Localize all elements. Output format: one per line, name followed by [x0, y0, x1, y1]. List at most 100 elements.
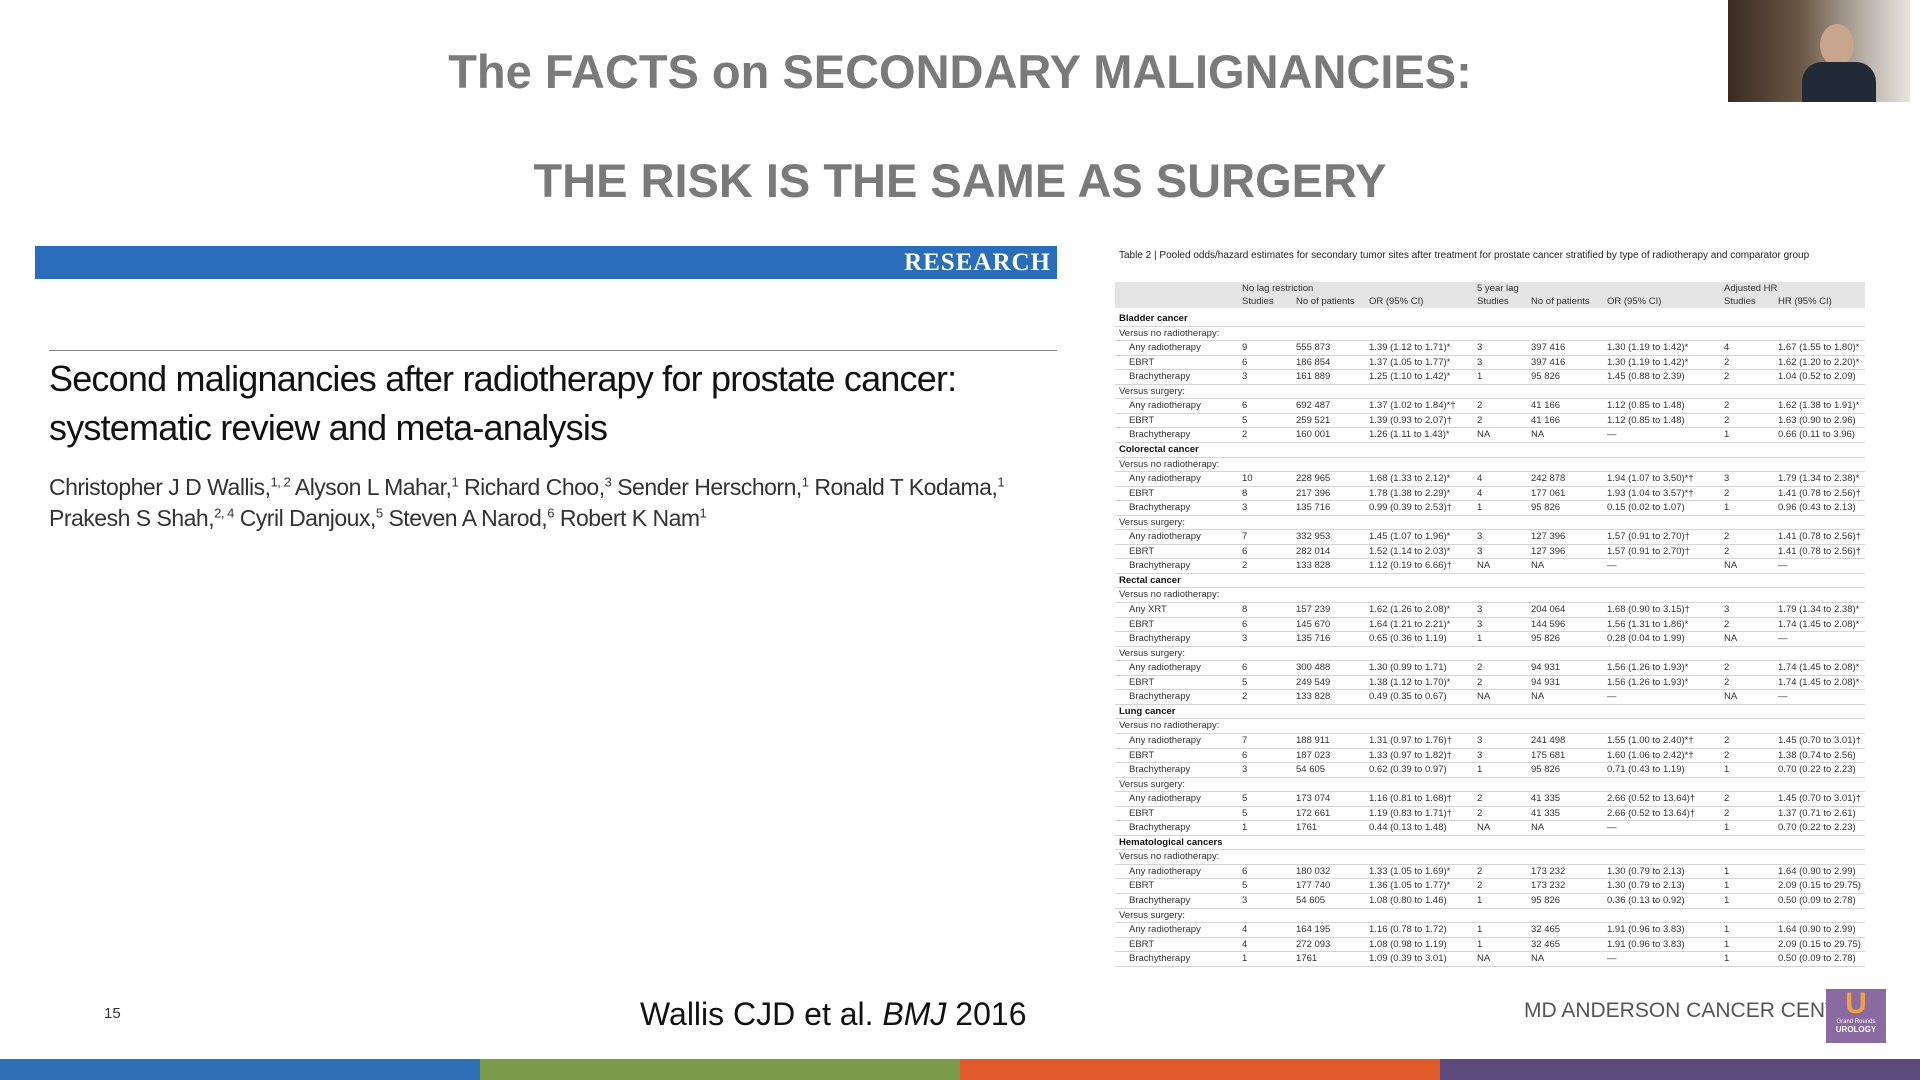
table-cell: 3	[1477, 604, 1483, 615]
table-cell: 397 416	[1531, 356, 1566, 368]
table-cell: 1.41 (0.78 to 2.56)†	[1778, 545, 1861, 557]
table-cell: 41 335	[1531, 793, 1561, 805]
table-cell: 3	[1242, 895, 1248, 906]
row-separator	[1115, 674, 1865, 676]
author-affiliation: 1	[699, 505, 707, 521]
table-cell: 1.30 (0.79 to 2.13)	[1607, 865, 1685, 877]
author-name: Alyson L Mahar,	[294, 474, 452, 500]
table-cell: 41 166	[1531, 400, 1561, 412]
row-separator	[1115, 893, 1865, 894]
table-cell: 5	[1242, 676, 1248, 688]
table-cell: 2.09 (0.15 to 29.75)	[1778, 938, 1861, 950]
section-name: Lung cancer	[1119, 705, 1176, 717]
row-separator	[1115, 805, 1865, 807]
row-separator	[1115, 951, 1865, 953]
row-label: Any radiotherapy	[1129, 793, 1201, 805]
section-name: Colorectal cancer	[1119, 443, 1199, 455]
row-label: Any XRT	[1129, 604, 1167, 615]
table-cell: 160 001	[1296, 429, 1331, 441]
table-cell: 1.12 (0.85 to 1.48)	[1607, 414, 1685, 426]
row-separator	[1115, 572, 1865, 574]
table-cell: 1.25 (1.10 to 1.42)*	[1369, 371, 1451, 383]
table-cell: 1.64 (0.90 to 2.99)	[1778, 924, 1856, 936]
row-label: Brachytherapy	[1129, 560, 1191, 572]
author-name: Richard Choo,	[464, 474, 605, 500]
row-separator	[1115, 543, 1865, 545]
table-cell: 1.37 (1.02 to 1.84)*†	[1369, 400, 1456, 412]
table-cell: 127 396	[1531, 545, 1566, 557]
table-cell: 0.65 (0.36 to 1.19)	[1369, 633, 1447, 645]
table-cell: 4	[1477, 473, 1483, 485]
table-cell: 173 074	[1296, 793, 1331, 805]
article-title: systematic review and meta-analysis	[49, 407, 608, 448]
author-line: Prakesh S Shah,2, 4 Cyril Danjoux,5 Stev…	[49, 505, 707, 532]
table-cell: 1.68 (0.90 to 3.15)†	[1607, 604, 1690, 615]
row-label: Any radiotherapy	[1129, 924, 1201, 936]
table-cell: 172 661	[1296, 807, 1331, 819]
row-separator	[1115, 485, 1865, 487]
table-cell: 1.68 (1.33 to 2.12)*	[1369, 473, 1451, 485]
table-cell: 0.15 (0.02 to 1.07)	[1607, 502, 1685, 514]
group-name: Versus no radiotherapy:	[1119, 327, 1220, 339]
row-separator	[1115, 412, 1865, 414]
row-separator	[1115, 456, 1865, 458]
table-cell: 397 416	[1531, 342, 1566, 354]
table-cell: 1.39 (1.12 to 1.71)*	[1369, 342, 1451, 354]
table-cell: 2	[1724, 356, 1730, 368]
table-cell: NA	[1477, 953, 1491, 965]
table-cell: 1.79 (1.34 to 2.38)*	[1778, 604, 1860, 615]
table-cell: 1.45 (0.70 to 3.01)†	[1778, 793, 1861, 805]
header-background	[1115, 282, 1865, 308]
row-label: Brachytherapy	[1129, 822, 1191, 834]
table-cell: 1.79 (1.34 to 2.38)*	[1778, 473, 1860, 485]
table-cell: NA	[1531, 953, 1545, 965]
color-bar	[0, 1059, 480, 1080]
table-cell: 9	[1242, 342, 1248, 354]
table-cell: 0.62 (0.39 to 0.97)	[1369, 764, 1447, 776]
table-cell: 1.37 (1.05 to 1.77)*	[1369, 356, 1451, 368]
row-separator	[1115, 529, 1865, 531]
table-cell: 242 878	[1531, 473, 1566, 485]
table-cell: 4	[1477, 487, 1483, 499]
table-cell: —	[1607, 953, 1617, 965]
row-separator	[1115, 689, 1865, 691]
row-label: Brachytherapy	[1129, 429, 1191, 441]
column-header: Studies	[1724, 296, 1756, 307]
table-cell: 1.56 (1.26 to 1.93)*	[1607, 676, 1689, 688]
row-separator	[1115, 441, 1865, 443]
table-cell: 1.33 (0.97 to 1.82)†	[1369, 749, 1452, 761]
table-cell: 54 605	[1296, 895, 1326, 906]
author-affiliation: 6	[547, 505, 554, 521]
row-separator	[1115, 645, 1865, 647]
group-name: Versus surgery:	[1119, 385, 1185, 397]
row-separator	[1115, 820, 1865, 822]
table-cell: 2	[1724, 371, 1730, 383]
logo-top: Grand Rounds	[1836, 1019, 1876, 1025]
row-label: EBRT	[1129, 618, 1155, 630]
table-cell: 32 465	[1531, 938, 1561, 950]
row-label: Any radiotherapy	[1129, 662, 1201, 674]
table-cell: 1	[1242, 953, 1248, 965]
row-label: EBRT	[1129, 938, 1155, 950]
table-cell: NA	[1724, 633, 1738, 645]
header-group: No lag restriction	[1242, 283, 1314, 294]
row-separator	[1115, 732, 1865, 734]
table-cell: 0.70 (0.22 to 2.23)	[1778, 822, 1856, 834]
table-cell: 1.30 (0.99 to 1.71)	[1369, 662, 1447, 674]
table-cell: 2	[1242, 560, 1248, 572]
page-number: 15	[104, 1005, 121, 1022]
presenter-body	[1802, 62, 1876, 102]
table-cell: 1.57 (0.91 to 2.70)†	[1607, 545, 1690, 557]
row-label: Any radiotherapy	[1129, 400, 1201, 412]
table-cell: —	[1607, 691, 1617, 703]
column-header: OR (95% CI)	[1369, 296, 1424, 307]
table-cell: 127 396	[1531, 531, 1566, 543]
table-cell: 164 195	[1296, 924, 1331, 936]
row-separator	[1115, 660, 1865, 662]
table-cell: 173 232	[1531, 880, 1566, 892]
row-separator	[1115, 631, 1865, 633]
table-cell: NA	[1531, 691, 1545, 703]
table-cell: 1.78 (1.38 to 2.29)*	[1369, 487, 1451, 499]
table-cell: 3	[1242, 502, 1248, 514]
row-label: Any radiotherapy	[1129, 734, 1201, 746]
